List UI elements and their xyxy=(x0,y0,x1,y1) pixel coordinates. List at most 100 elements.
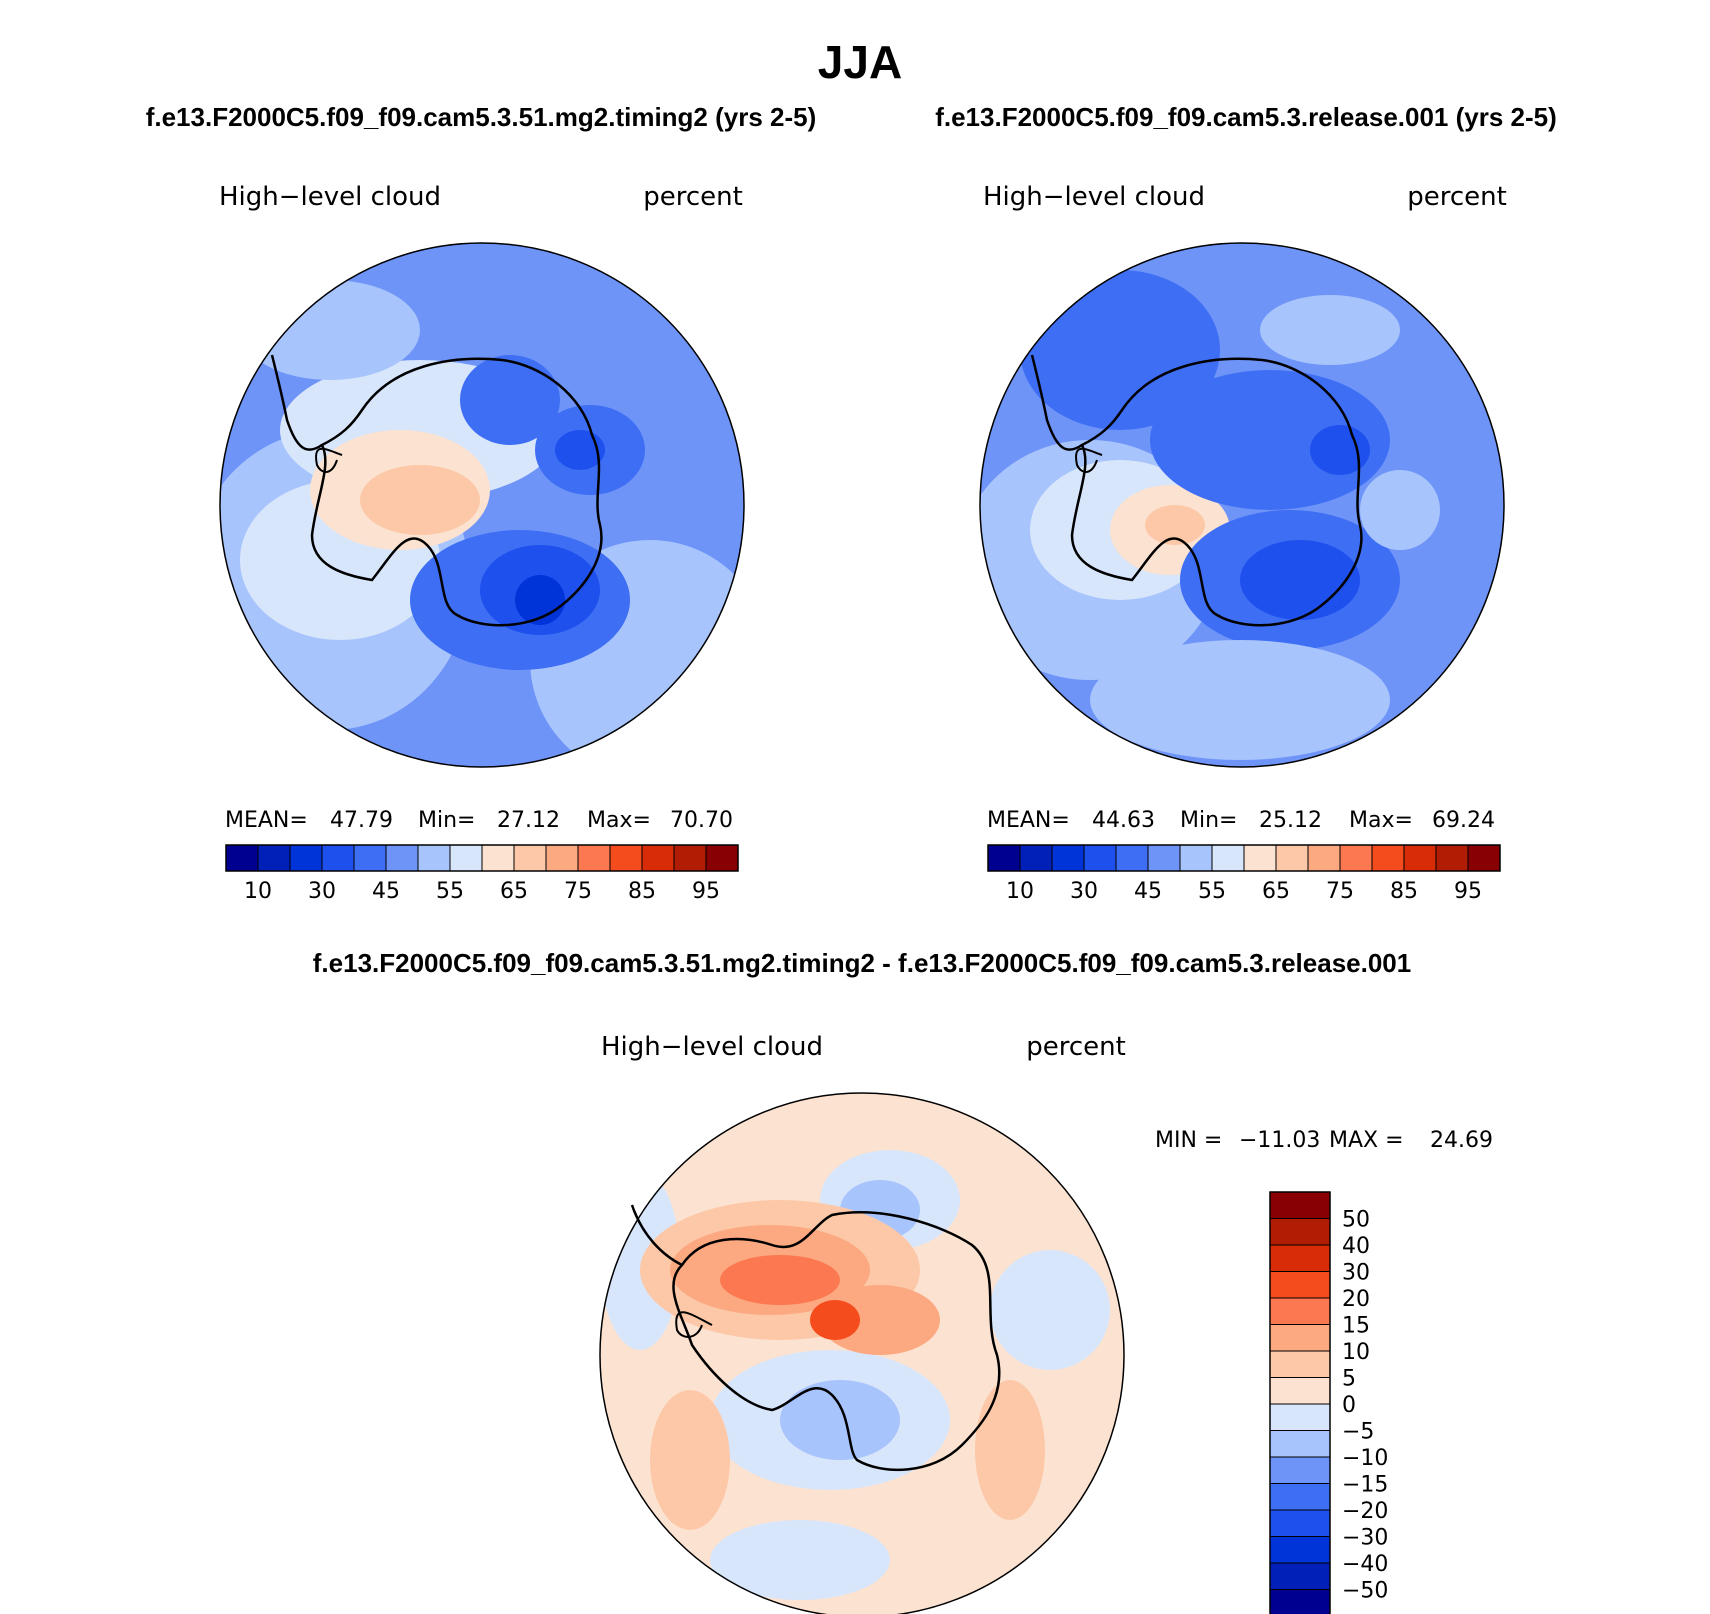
colorbar-tick-label: 40 xyxy=(1342,1234,1370,1259)
colorbar-swatch xyxy=(1269,1589,1331,1614)
panel-difference-map-border xyxy=(599,1092,1125,1614)
field-band xyxy=(710,1520,890,1600)
colorbar-swatch xyxy=(1269,1350,1331,1378)
colorbar-swatch xyxy=(1269,1509,1331,1537)
figure-title: JJA xyxy=(818,36,902,88)
colorbar-tick-label: 85 xyxy=(1390,879,1418,904)
panel-control: High−level cloud percent xyxy=(979,182,1507,904)
panel-difference-max-value: 24.69 xyxy=(1430,1128,1493,1153)
field-band xyxy=(360,465,480,535)
colorbar-frame xyxy=(987,844,1501,872)
colorbar-swatch xyxy=(1269,1191,1331,1219)
panel-difference-case-title: f.e13.F2000C5.f09_f09.cam5.3.51.mg2.timi… xyxy=(313,948,1411,978)
ross-ice-shelf-outline xyxy=(315,447,343,473)
panel-difference-max-label: MAX = xyxy=(1329,1128,1404,1153)
panel-control-min-label: Min= xyxy=(1180,808,1237,833)
panel-control-units: percent xyxy=(1407,182,1507,212)
colorbar-frame xyxy=(225,844,739,872)
colorbar-swatch xyxy=(641,844,675,872)
colorbar-swatch xyxy=(1371,844,1405,872)
colorbar-swatch xyxy=(1269,1536,1331,1564)
panel-difference: High−level cloud percent xyxy=(599,1032,1493,1614)
colorbar-swatch xyxy=(1269,1377,1331,1405)
colorbar-swatch xyxy=(1269,1244,1331,1272)
field-band xyxy=(240,280,420,380)
colorbar-tick-label: 95 xyxy=(692,879,720,904)
colorbar-swatch xyxy=(1269,1403,1331,1431)
panel-model-mean-value: 47.79 xyxy=(330,808,393,833)
colorbar-tick-label: 30 xyxy=(1070,879,1098,904)
colorbar-swatch xyxy=(481,844,515,872)
colorbar-swatch xyxy=(353,844,387,872)
panel-control-colorbar: 10 30 45 55 65 75 85 95 xyxy=(987,844,1501,904)
colorbar-swatch xyxy=(1211,844,1245,872)
panel-difference-variable: High−level cloud xyxy=(601,1032,823,1062)
colorbar-swatch xyxy=(673,844,707,872)
field-band xyxy=(810,1300,860,1340)
panel-control-coastline xyxy=(1030,354,1363,627)
colorbar-swatch xyxy=(1269,1562,1331,1590)
colorbar-swatch xyxy=(321,844,355,872)
panel-model-field xyxy=(220,243,744,767)
colorbar-swatch xyxy=(385,844,419,872)
colorbar-swatch xyxy=(1269,1456,1331,1484)
panel-control-case-title: f.e13.F2000C5.f09_f09.cam5.3.release.001… xyxy=(935,102,1557,132)
colorbar-tick-label: 5 xyxy=(1342,1367,1356,1392)
colorbar-tick-label: −40 xyxy=(1342,1552,1388,1577)
colorbar-swatch xyxy=(1269,1430,1331,1458)
colorbar-swatch xyxy=(1019,844,1053,872)
panel-control-min-value: 25.12 xyxy=(1259,808,1322,833)
colorbar-tick-label: 75 xyxy=(564,879,592,904)
colorbar-tick-label: 0 xyxy=(1342,1393,1356,1418)
colorbar-swatch xyxy=(1403,844,1437,872)
colorbar-swatch xyxy=(289,844,323,872)
colorbar-tick-label: 55 xyxy=(436,879,464,904)
colorbar-tick-label: −10 xyxy=(1342,1446,1388,1471)
field-band xyxy=(820,1285,940,1355)
panel-control-mean-value: 44.63 xyxy=(1092,808,1155,833)
colorbar-swatch xyxy=(257,844,291,872)
panel-model-coastline xyxy=(270,354,603,627)
antarctica-coastline xyxy=(672,1211,1001,1472)
colorbar-tick-label: −30 xyxy=(1342,1526,1388,1551)
panel-control-max-label: Max= xyxy=(1349,808,1413,833)
field-band xyxy=(720,1255,840,1305)
colorbar-swatch xyxy=(1269,1271,1331,1299)
field-band xyxy=(1240,540,1360,620)
panel-control-variable: High−level cloud xyxy=(983,182,1205,212)
field-band xyxy=(1150,370,1390,510)
antarctic-peninsula xyxy=(270,354,323,451)
panel-model-colorbar: 10 30 45 55 65 75 85 95 xyxy=(225,844,739,904)
field-band xyxy=(780,1380,900,1460)
panel-model-map-border xyxy=(219,242,745,768)
panel-model-max-value: 70.70 xyxy=(670,808,733,833)
colorbar-tick-label: 15 xyxy=(1342,1314,1370,1339)
colorbar-swatch xyxy=(705,844,739,872)
colorbar-tick-label: 75 xyxy=(1326,879,1354,904)
colorbar-swatch xyxy=(1307,844,1341,872)
antarctica-coastline xyxy=(1070,357,1363,627)
field-band xyxy=(555,430,605,470)
panel-model-case-title: f.e13.F2000C5.f09_f09.cam5.3.51.mg2.timi… xyxy=(146,102,817,132)
field-band xyxy=(1090,640,1390,760)
colorbar-swatch xyxy=(225,844,259,872)
field-band xyxy=(460,355,560,445)
colorbar-tick-label: −5 xyxy=(1342,1420,1374,1445)
colorbar-tick-label: 10 xyxy=(1006,879,1034,904)
colorbar-swatch xyxy=(1083,844,1117,872)
field-band xyxy=(1360,470,1440,550)
colorbar-swatch xyxy=(577,844,611,872)
colorbar-swatch xyxy=(1269,1324,1331,1352)
colorbar-tick-label: 55 xyxy=(1198,879,1226,904)
panel-control-field xyxy=(980,243,1504,767)
field-band xyxy=(1260,295,1400,365)
field-band xyxy=(975,1380,1045,1520)
colorbar-swatch xyxy=(1051,844,1085,872)
panel-model-mean-label: MEAN= xyxy=(225,808,308,833)
field-band xyxy=(990,1250,1110,1370)
colorbar-tick-label: 10 xyxy=(1342,1340,1370,1365)
colorbar-swatch xyxy=(1115,844,1149,872)
panel-difference-units: percent xyxy=(1026,1032,1126,1062)
panel-model-max-label: Max= xyxy=(587,808,651,833)
